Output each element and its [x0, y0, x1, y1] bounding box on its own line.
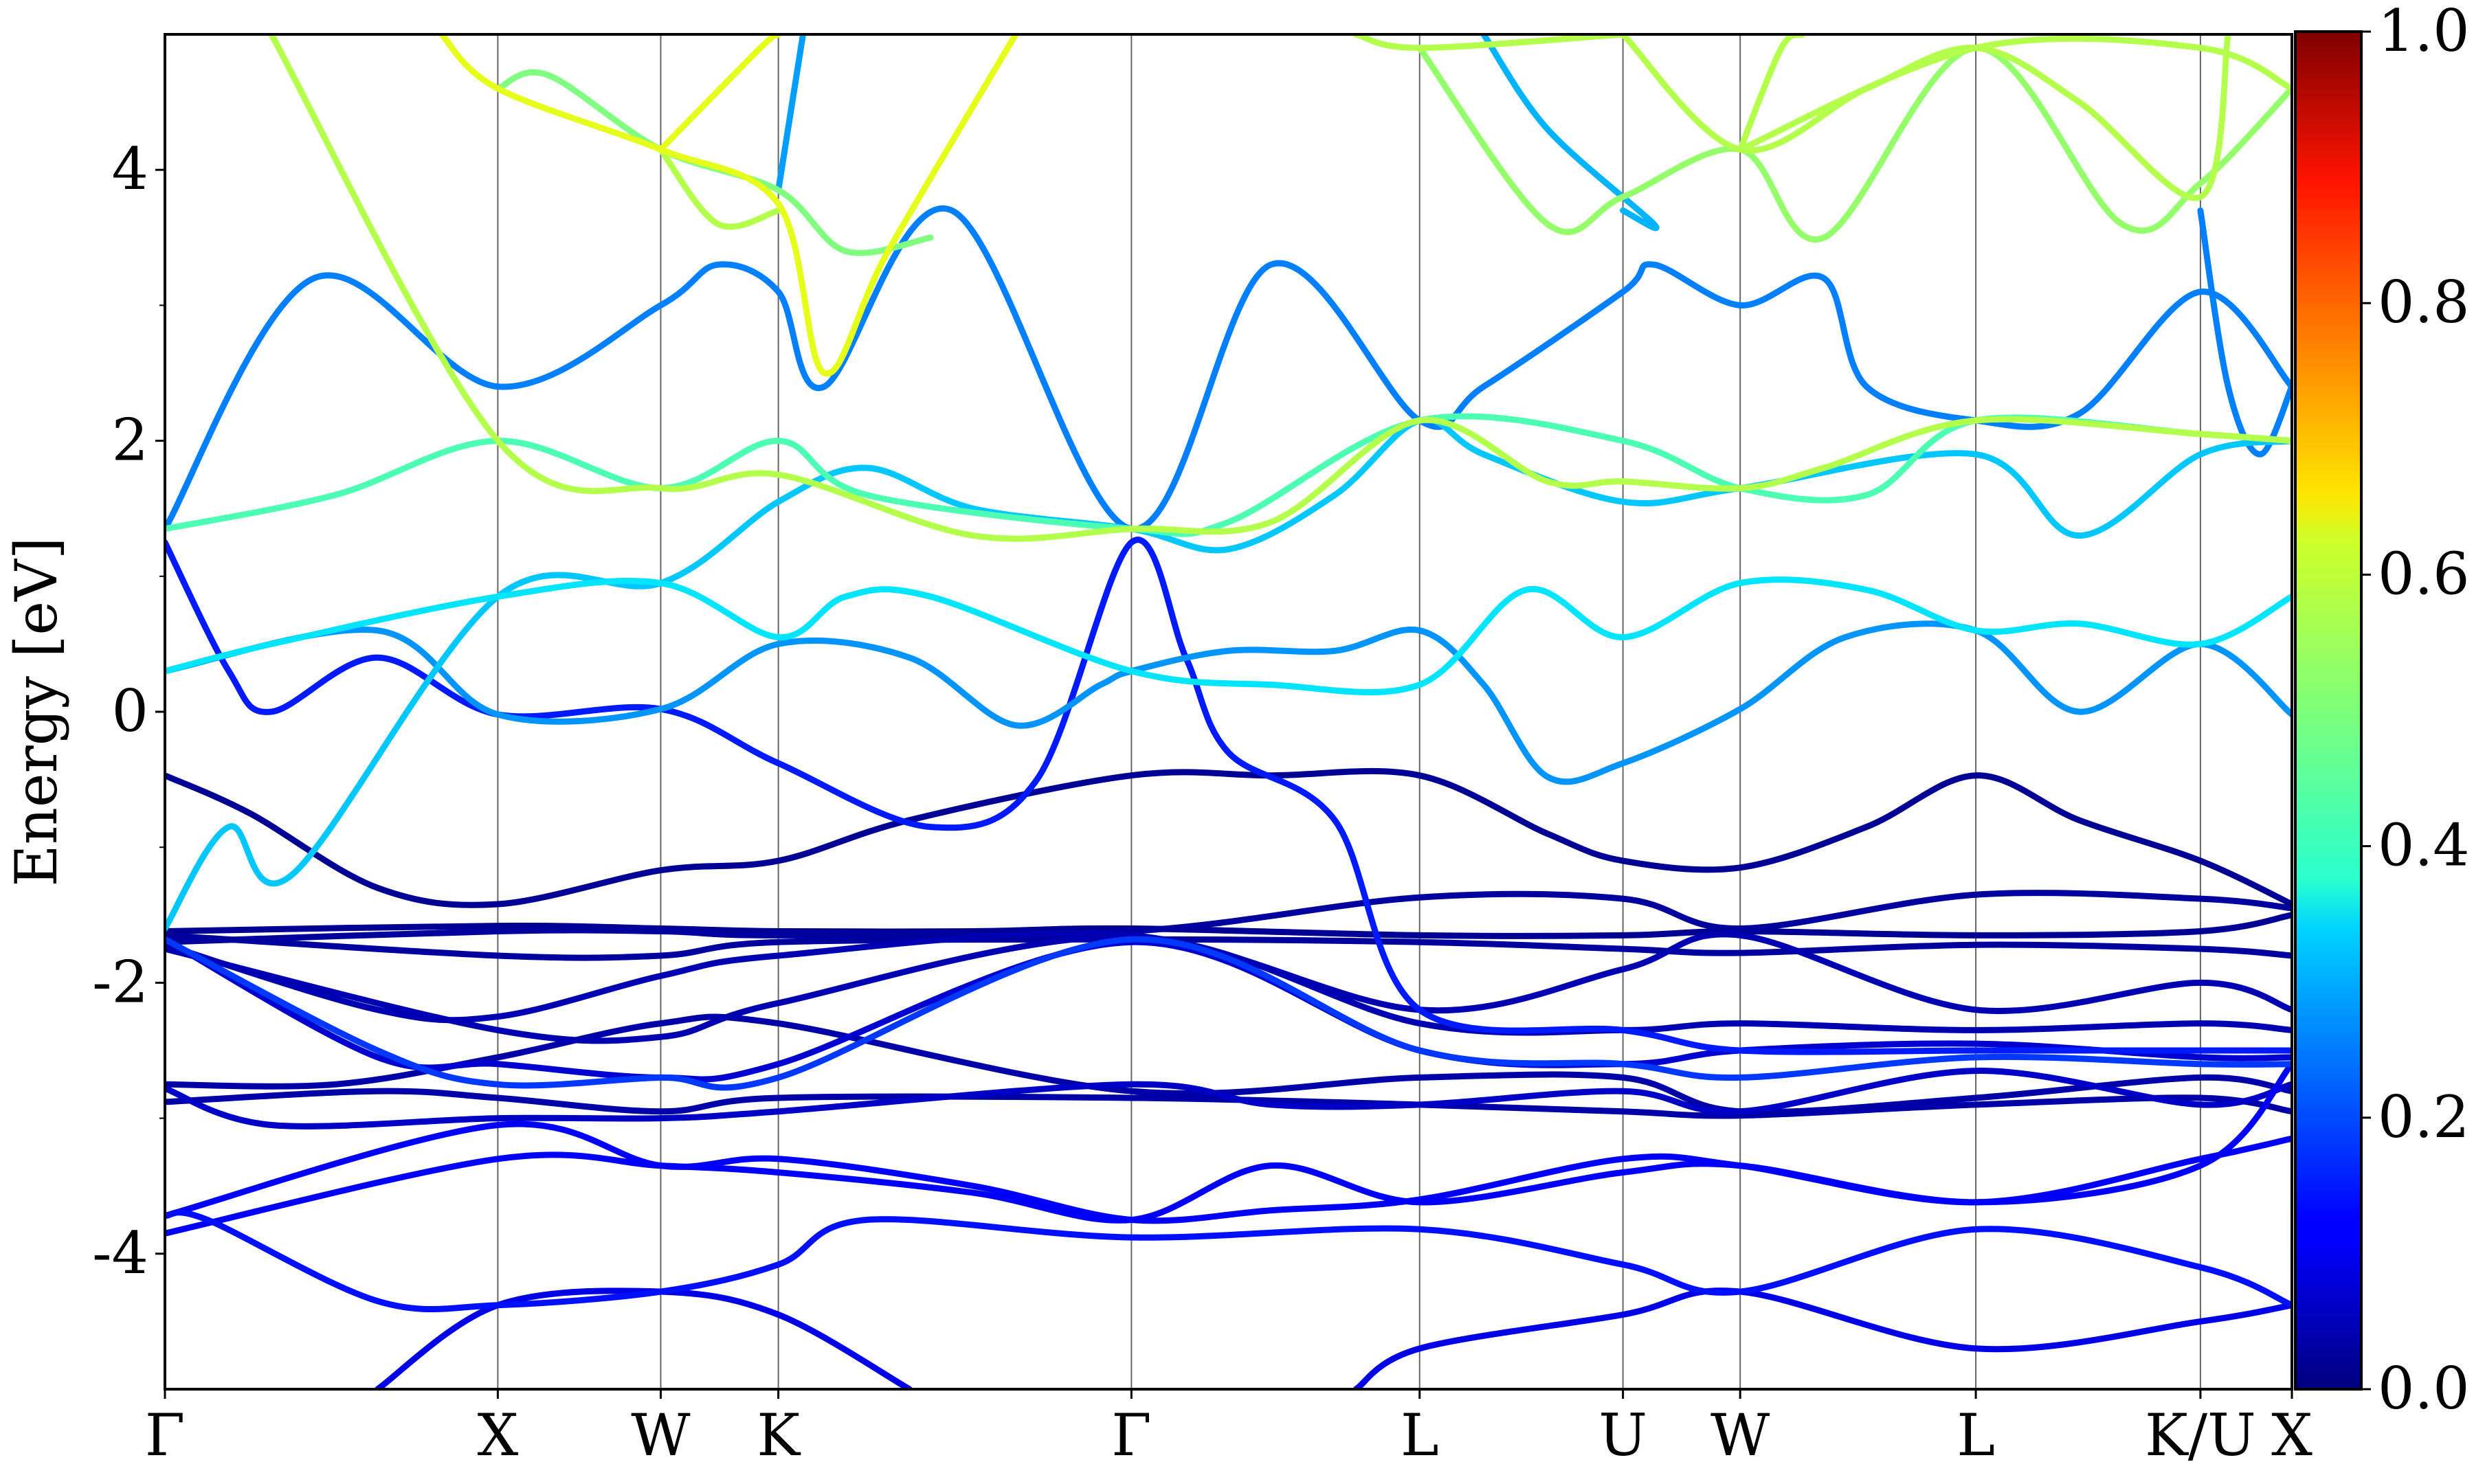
y-tick-label-1: 2 — [112, 407, 148, 474]
band-5 — [165, 933, 2292, 1044]
colorbar-tick-label-0: 0.0 — [2378, 1355, 2470, 1422]
band-24 — [494, 69, 934, 256]
colorbar-tick-label-4: 0.8 — [2378, 269, 2470, 336]
band-10 — [165, 1121, 2292, 1224]
band-1 — [165, 912, 2292, 939]
band-26 — [775, 34, 806, 194]
colorbar-tick-label-3: 0.6 — [2378, 540, 2470, 607]
y-tick-label-4: -4 — [92, 1219, 148, 1287]
band-2 — [165, 932, 2292, 961]
x-tick-label-0: Γ — [145, 1402, 185, 1469]
bands — [165, 34, 2292, 1389]
band-21 — [165, 413, 2292, 537]
band-14 — [1352, 1288, 2292, 1389]
band-33 — [1620, 34, 2231, 201]
band-0 — [165, 767, 2292, 908]
band-19 — [165, 576, 2292, 696]
band-20 — [165, 205, 2292, 532]
band-25 — [657, 146, 782, 230]
band-34 — [2197, 207, 2292, 458]
y-tick-label-2: 0 — [112, 677, 148, 745]
high-symmetry-lines — [497, 34, 2201, 1389]
colorbar-tick-label-1: 0.2 — [2378, 1083, 2470, 1151]
band-22 — [268, 34, 2292, 542]
y-axis: 4 2 0 -2 -4 — [92, 135, 165, 1287]
x-tick-label-3: K — [757, 1402, 801, 1469]
x-tick-label-8: L — [1957, 1402, 1995, 1469]
band-16 — [165, 936, 2292, 1091]
band-27 — [657, 34, 782, 153]
x-tick-label-5: L — [1401, 1402, 1439, 1469]
band-9 — [165, 1068, 2292, 1129]
band-15 — [165, 537, 2292, 1055]
x-axis: Γ X W K Γ L U W L K/U X — [145, 1389, 2313, 1469]
colorbar-tick-label-2: 0.4 — [2378, 812, 2470, 879]
band-30 — [1480, 34, 1660, 232]
x-tick-label-6: U — [1598, 1402, 1647, 1469]
band-3 — [165, 890, 2292, 945]
x-tick-label-7: W — [1710, 1402, 1770, 1469]
colorbar: 0.0 0.2 0.4 0.6 0.8 1.0 — [2294, 0, 2470, 1422]
x-tick-label-1: X — [477, 1402, 518, 1469]
colorbar-ticks: 0.0 0.2 0.4 0.6 0.8 1.0 — [2361, 0, 2470, 1422]
y-axis-label: Energy [eV] — [3, 537, 70, 886]
band-32 — [1737, 35, 2292, 153]
band-17 — [165, 620, 2292, 785]
colorbar-gradient — [2294, 30, 2363, 1391]
band-28 — [1416, 45, 2292, 243]
x-tick-label-9: K/U — [2145, 1402, 2256, 1469]
band-7 — [165, 1013, 2292, 1116]
band-11 — [165, 1061, 2292, 1237]
band-12 — [165, 1209, 2292, 1313]
x-tick-label-2: W — [631, 1402, 691, 1469]
band-23 — [438, 34, 1019, 377]
y-tick-label-3: -2 — [92, 948, 148, 1015]
colorbar-tick-label-5: 1.0 — [2378, 0, 2470, 65]
band-29 — [1352, 34, 1627, 52]
x-tick-label-4: Γ — [1111, 1402, 1151, 1469]
x-tick-label-10: X — [2271, 1402, 2313, 1469]
band-18 — [165, 416, 2292, 932]
y-tick-label-0: 4 — [112, 135, 148, 203]
